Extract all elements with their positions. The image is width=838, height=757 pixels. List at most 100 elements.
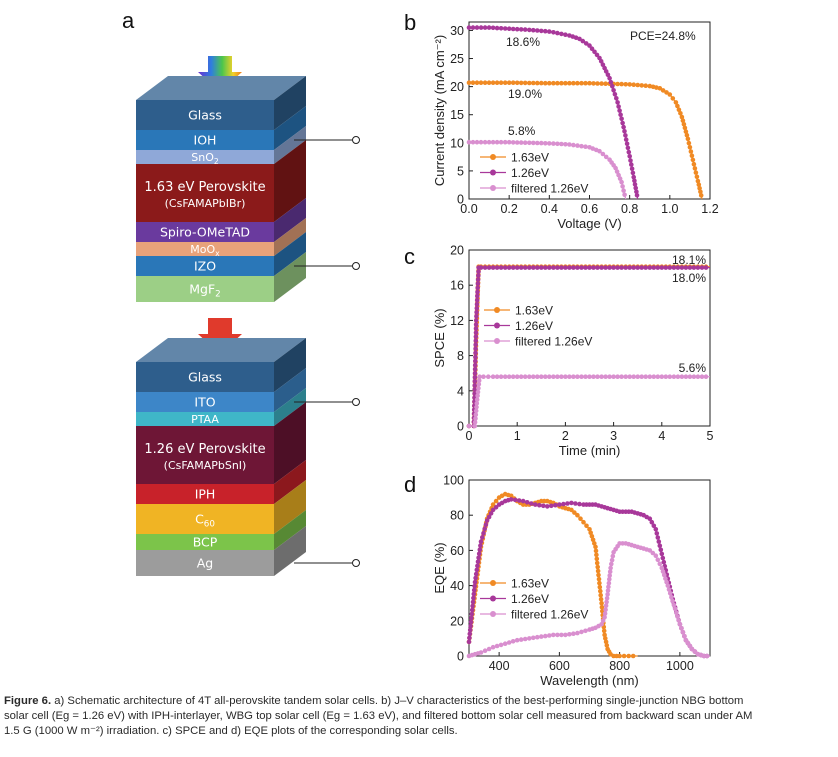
data-point <box>616 172 621 178</box>
data-point <box>473 412 479 417</box>
data-point <box>616 104 621 109</box>
x-tick-label: 0.0 <box>460 202 477 216</box>
layer-label: Spiro-OMeTAD <box>160 225 250 240</box>
data-point <box>474 567 480 573</box>
data-point <box>635 265 640 270</box>
legend-marker <box>490 580 496 586</box>
data-point <box>655 374 661 379</box>
legend-marker <box>490 154 496 160</box>
data-point <box>690 157 696 163</box>
data-point <box>622 192 627 198</box>
data-point <box>658 547 664 553</box>
data-point <box>474 404 479 410</box>
data-point <box>665 583 671 588</box>
plot-frame <box>468 249 711 427</box>
data-point <box>657 543 663 548</box>
layer-label: MoOx <box>190 243 220 258</box>
data-point <box>628 158 633 163</box>
layer-ito: ITO <box>136 368 306 412</box>
data-point <box>472 375 478 380</box>
data-point <box>623 137 629 142</box>
data-point <box>679 374 685 379</box>
data-point <box>611 374 616 379</box>
data-point <box>543 28 548 34</box>
data-point <box>482 80 488 85</box>
data-point <box>680 629 686 635</box>
data-point <box>589 534 595 539</box>
data-point <box>527 265 532 270</box>
annotation-label: 19.0% <box>508 87 542 101</box>
data-point <box>543 265 548 270</box>
data-point <box>522 265 528 270</box>
data-point <box>677 622 683 627</box>
data-point <box>486 80 492 85</box>
data-point <box>631 374 636 379</box>
data-point <box>675 614 680 619</box>
data-point <box>631 265 636 270</box>
data-point <box>469 611 475 617</box>
data-point <box>494 643 500 649</box>
data-point <box>506 374 512 379</box>
legend-label: 1.63eV <box>511 151 549 165</box>
x-tick-label: 0.4 <box>541 202 558 216</box>
data-point <box>502 641 508 646</box>
data-point <box>571 265 576 270</box>
data-point <box>506 139 512 145</box>
annotation-label: 5.6% <box>679 361 707 375</box>
data-point <box>547 374 552 379</box>
data-point <box>635 374 640 379</box>
data-point <box>592 49 597 55</box>
data-point <box>619 81 624 87</box>
data-point <box>518 374 524 379</box>
data-point <box>518 140 524 145</box>
y-tick-label: 10 <box>450 136 464 150</box>
layer-spiro-ometad: Spiro-OMeTAD <box>136 198 306 242</box>
eqe-chart: d 400 600 800 1000 0 20 40 60 80 100 Wavelength (n… <box>404 472 711 688</box>
data-point <box>602 615 607 620</box>
legend-marker <box>494 322 500 329</box>
data-point <box>659 265 665 270</box>
layer-label: MgF2 <box>189 282 221 300</box>
data-point <box>522 636 528 642</box>
data-point <box>467 627 473 633</box>
data-point <box>581 519 586 525</box>
data-point <box>476 382 482 387</box>
data-point <box>474 297 480 303</box>
data-point <box>475 289 480 295</box>
data-point <box>547 80 552 86</box>
data-point <box>490 139 496 145</box>
data-point <box>535 634 540 640</box>
data-point <box>622 129 627 134</box>
data-point <box>555 30 560 36</box>
data-point <box>615 81 620 87</box>
data-point <box>673 100 679 105</box>
data-point <box>579 374 584 379</box>
data-point <box>675 265 681 270</box>
data-point <box>472 370 478 376</box>
y-tick-label: 20 <box>450 80 464 94</box>
data-point <box>488 511 494 516</box>
layer-izo: IZO <box>136 232 306 276</box>
data-point <box>476 269 481 274</box>
legend-label: filtered 1.26eV <box>511 182 588 196</box>
data-point <box>563 374 568 379</box>
electrode-contact <box>352 262 360 270</box>
data-point <box>657 561 663 567</box>
x-tick-label: 0 <box>466 429 473 443</box>
data-point <box>679 265 685 270</box>
data-point <box>595 564 600 570</box>
electrode-contact <box>352 559 360 567</box>
data-point <box>691 161 697 167</box>
bottom-stack: Glass ITO PTAA 1.26 eV Perovskite (CsFAMAPbS… <box>136 318 360 576</box>
data-point <box>522 27 528 32</box>
data-point <box>478 543 483 548</box>
data-point <box>559 374 564 379</box>
data-point <box>603 265 608 270</box>
data-point <box>575 80 580 86</box>
data-point <box>490 502 496 507</box>
data-point <box>682 633 687 639</box>
data-point <box>587 374 592 379</box>
data-point <box>474 305 480 311</box>
data-point <box>609 561 614 567</box>
